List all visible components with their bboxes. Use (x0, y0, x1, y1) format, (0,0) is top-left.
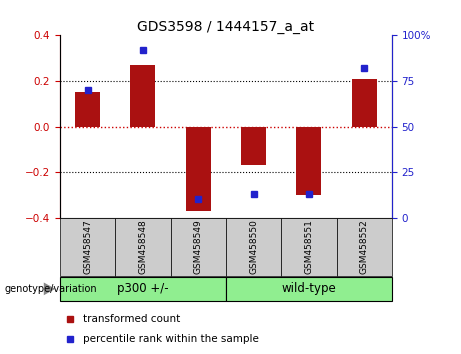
Bar (130, 65, 155, 127)
Bar (60, 277, 226, 301)
Text: GSM458550: GSM458550 (249, 219, 258, 274)
Bar (226, 277, 392, 301)
Text: p300 +/-: p300 +/- (117, 282, 169, 295)
Bar (281, 218, 337, 276)
Bar (226, 218, 281, 276)
Text: GSM458548: GSM458548 (138, 219, 148, 274)
Bar (241, 127, 266, 165)
Polygon shape (44, 282, 55, 295)
Title: GDS3598 / 1444157_a_at: GDS3598 / 1444157_a_at (137, 21, 314, 34)
Text: genotype/variation: genotype/variation (5, 284, 97, 294)
Bar (115, 218, 171, 276)
Text: GSM458552: GSM458552 (360, 219, 369, 274)
Bar (171, 218, 226, 276)
Text: GSM458547: GSM458547 (83, 219, 92, 274)
Bar (60, 218, 115, 276)
Bar (186, 127, 211, 211)
Text: percentile rank within the sample: percentile rank within the sample (83, 334, 259, 344)
Text: GSM458551: GSM458551 (304, 219, 313, 274)
Bar (352, 79, 377, 127)
Bar (337, 218, 392, 276)
Text: wild-type: wild-type (282, 282, 336, 295)
Bar (296, 127, 321, 195)
Bar (75, 92, 100, 127)
Text: transformed count: transformed count (83, 314, 180, 324)
Text: GSM458549: GSM458549 (194, 219, 203, 274)
